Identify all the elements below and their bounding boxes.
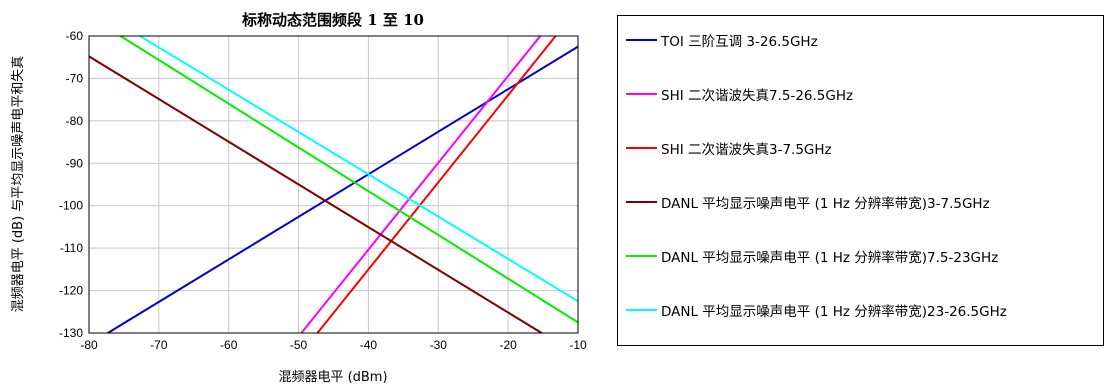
legend-label: DANL 平均显示噪声电平 (1 Hz 分辨率带宽)3-7.5GHz <box>661 196 990 212</box>
x-axis-label: 混频器电平 (dBm) <box>278 370 387 385</box>
series-line-4 <box>88 55 543 334</box>
legend-label: TOI 三阶互调 3-26.5GHz <box>661 34 818 50</box>
plot-frame <box>88 35 579 334</box>
legend-item: DANL 平均显示噪声电平 (1 Hz 分辨率带宽)3-7.5GHz <box>626 191 990 213</box>
y-tick-label: -130 <box>59 326 83 340</box>
legend-label: SHI 二次谐波失真3-7.5GHz <box>661 142 832 158</box>
x-tick-label: -10 <box>569 338 587 352</box>
x-tick-label: -30 <box>430 338 448 352</box>
x-tick-label: -60 <box>220 338 238 352</box>
series-line-1 <box>107 45 579 334</box>
y-tick-labels: -60 -70 -80 -90 -100 -110 -120 -130 <box>59 29 83 340</box>
legend: TOI 三阶互调 3-26.5GHz SHI 二次谐波失真7.5-26.5GHz S… <box>617 15 1104 346</box>
y-tick-label: -100 <box>59 199 83 213</box>
chart: -80 -70 -60 -50 -40 -30 -20 -10 -60 -70 -80 -90 -10… <box>11 11 587 385</box>
legend-item: SHI 二次谐波失真3-7.5GHz <box>626 137 832 159</box>
legend-swatch <box>626 255 657 257</box>
series-line-2 <box>300 35 542 334</box>
legend-swatch <box>626 147 657 149</box>
series-line-6 <box>139 35 579 303</box>
series-line-5 <box>119 35 579 324</box>
legend-label: DANL 平均显示噪声电平 (1 Hz 分辨率带宽)7.5-23GHz <box>661 250 999 266</box>
x-tick-label: -20 <box>499 338 517 352</box>
x-tick-label: -40 <box>360 338 378 352</box>
legend-label: SHI 二次谐波失真7.5-26.5GHz <box>661 88 854 104</box>
legend-item: TOI 三阶互调 3-26.5GHz <box>626 29 818 51</box>
chart-title: 标称动态范围频段 1 至 10 <box>241 11 424 29</box>
x-tick-label: -50 <box>290 338 308 352</box>
x-tick-labels: -80 -70 -60 -50 -40 -30 -20 -10 <box>80 338 587 352</box>
y-tick-label: -90 <box>66 156 84 170</box>
legend-item: SHI 二次谐波失真7.5-26.5GHz <box>626 83 853 105</box>
plot-background <box>89 36 578 333</box>
legend-item: DANL 平均显示噪声电平 (1 Hz 分辨率带宽)23-26.5GHz <box>626 299 1007 321</box>
legend-swatch <box>626 309 657 311</box>
y-tick-label: -70 <box>66 71 84 85</box>
y-axis-label: 混频器电平 (dB) 与平均显示噪声电平和失真 <box>11 56 26 313</box>
legend-label: DANL 平均显示噪声电平 (1 Hz 分辨率带宽)23-26.5GHz <box>661 304 1007 320</box>
x-tick-label: -80 <box>80 338 98 352</box>
y-tick-label: -110 <box>60 241 83 255</box>
y-tick-label: -120 <box>59 284 83 298</box>
y-tick-label: -80 <box>66 114 84 128</box>
series-layer <box>88 35 579 334</box>
series-line-3 <box>316 35 557 334</box>
y-tick-label: -60 <box>66 29 84 43</box>
legend-swatch <box>626 93 657 95</box>
x-tick-label: -70 <box>150 338 168 352</box>
legend-item: DANL 平均显示噪声电平 (1 Hz 分辨率带宽)7.5-23GHz <box>626 245 998 267</box>
legend-swatch <box>626 39 657 41</box>
legend-swatch <box>626 201 657 203</box>
